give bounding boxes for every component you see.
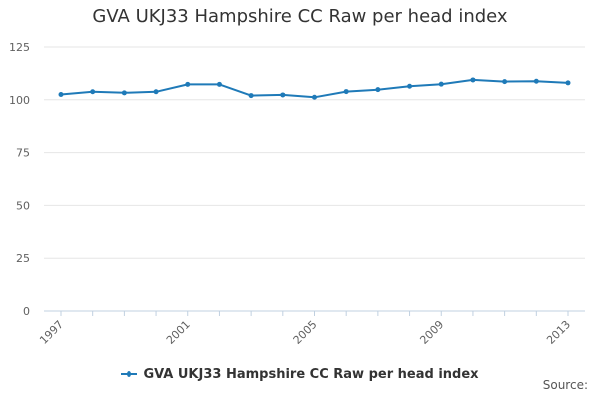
y-tick-label-0: 0 xyxy=(23,305,30,318)
series-line-0 xyxy=(60,78,569,99)
data-point-2007[interactable] xyxy=(375,87,381,93)
x-tick-label-2001: 2001 xyxy=(164,318,193,347)
y-tick-label-50: 50 xyxy=(16,199,30,212)
data-point-2004[interactable] xyxy=(280,92,286,98)
legend: GVA UKJ33 Hampshire CC Raw per head inde… xyxy=(0,364,600,382)
x-tick-label-2009: 2009 xyxy=(417,318,446,347)
data-point-2013[interactable] xyxy=(565,80,571,86)
y-tick-label-125: 125 xyxy=(9,41,30,54)
series-layer xyxy=(58,77,571,100)
data-point-2010[interactable] xyxy=(470,77,476,83)
x-tick-label-2005: 2005 xyxy=(291,318,320,347)
y-tick-label-25: 25 xyxy=(16,252,30,265)
legend-line-marker-icon xyxy=(121,371,138,377)
data-point-1997[interactable] xyxy=(58,92,64,98)
chart-title: GVA UKJ33 Hampshire CC Raw per head inde… xyxy=(92,6,508,27)
data-point-1998[interactable] xyxy=(90,89,96,95)
legend-label: GVA UKJ33 Hampshire CC Raw per head inde… xyxy=(143,366,479,382)
data-point-1999[interactable] xyxy=(121,90,127,96)
data-point-2009[interactable] xyxy=(438,81,444,87)
data-point-2006[interactable] xyxy=(343,89,349,95)
legend-item[interactable]: GVA UKJ33 Hampshire CC Raw per head inde… xyxy=(121,366,479,382)
data-point-2003[interactable] xyxy=(248,93,254,99)
data-point-2005[interactable] xyxy=(312,94,317,100)
y-axis-ticks: 0 25 50 75 100 125 xyxy=(9,41,30,318)
y-tick-label-75: 75 xyxy=(16,147,30,160)
data-point-2008[interactable] xyxy=(407,83,413,89)
source-label: Source: xyxy=(542,378,588,392)
x-tick-label-1997: 1997 xyxy=(37,318,66,347)
x-tick-label-2013: 2013 xyxy=(544,318,573,347)
data-point-2012[interactable] xyxy=(533,78,539,84)
y-tick-label-100: 100 xyxy=(9,94,30,107)
data-point-2011[interactable] xyxy=(502,79,508,85)
data-point-2001[interactable] xyxy=(185,81,191,87)
grid-lines xyxy=(44,46,585,259)
x-axis: 1997 2001 2005 2009 2013 xyxy=(37,310,585,347)
data-point-2002[interactable] xyxy=(216,81,222,87)
data-point-2000[interactable] xyxy=(153,89,159,95)
